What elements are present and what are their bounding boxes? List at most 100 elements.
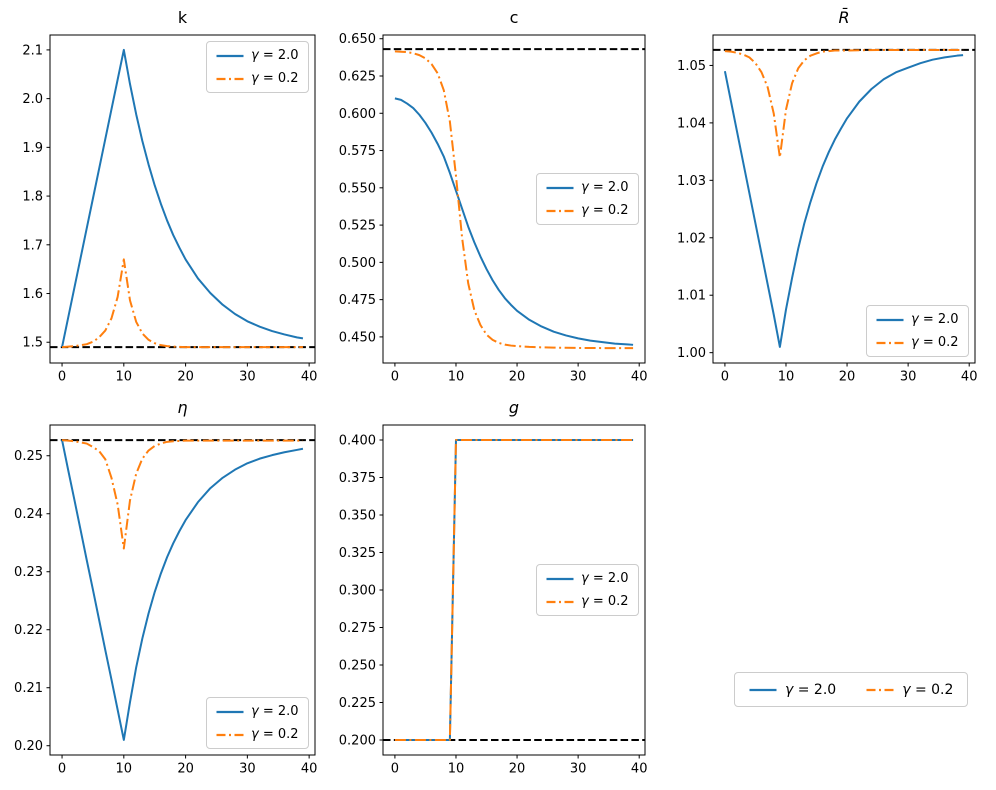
y-tick-label: 2.1	[22, 43, 43, 58]
gamma-symbol: γ	[251, 71, 259, 86]
x-tick-label: 40	[301, 370, 318, 385]
y-tick-label: 1.00	[677, 346, 706, 361]
y-tick-label: 1.02	[677, 231, 706, 246]
legend-entry-gamma-2.0: γ = 2.0	[216, 702, 299, 721]
legend-label: γ = 0.2	[911, 335, 959, 350]
y-tick-label: 0.525	[339, 219, 376, 234]
legend-line-sample-gamma-2.0	[876, 318, 904, 321]
x-tick-label: 30	[239, 762, 256, 777]
legend-line-sample-gamma-2.0	[546, 186, 574, 189]
legend-label-value: = 0.2	[918, 335, 959, 350]
legend-entry-gamma-0.2: γ = 0.2	[546, 201, 629, 220]
y-tick-label: 1.6	[22, 287, 43, 302]
legend-label: γ = 0.2	[581, 203, 629, 218]
series-line-gamma-2.0	[61, 48, 304, 348]
gamma-symbol: γ	[581, 571, 589, 586]
subplot-k-plot-area: 0 10 20 30 40 1.5 1.6 1.7 1.8 1.9 2.0 2.1	[22, 34, 318, 385]
legend-g: γ = 2.0 γ = 0.2	[536, 564, 639, 616]
y-tick-label: 0.25	[14, 449, 43, 464]
legend-entry-gamma-0.2: γ = 0.2	[866, 679, 953, 700]
y-tick-label: 0.650	[339, 32, 376, 47]
subplot-rbar-plot-area: 0 10 20 30 40 1.00 1.01 1.02 1.03 1.04 1.05	[677, 34, 978, 385]
legend-label: γ = 2.0	[581, 180, 629, 195]
y-tick-label: 0.375	[339, 471, 376, 486]
gamma-symbol: γ	[251, 727, 259, 742]
legend-entry-gamma-2.0: γ = 2.0	[216, 46, 299, 65]
x-tick-label: 20	[839, 370, 856, 385]
x-tick-label: 0	[721, 370, 729, 385]
legend-line-sample-gamma-2.0	[546, 577, 574, 580]
legend-label-value: = 0.2	[588, 594, 629, 609]
x-tick-label: 40	[961, 370, 978, 385]
gamma-symbol: γ	[581, 180, 589, 195]
legend-label-value: = 2.0	[258, 704, 299, 719]
subplot-c-plot-area: 0 10 20 30 40 0.450 0.475 0.500 0.525 0.550 0.575 0…	[339, 32, 648, 385]
x-tick-label: 40	[631, 370, 648, 385]
y-tick-label: 0.350	[339, 509, 376, 524]
x-tick-label: 30	[570, 762, 587, 777]
y-tick-label: 0.450	[339, 330, 376, 345]
gamma-symbol: γ	[581, 203, 589, 218]
legend-label: γ = 0.2	[902, 682, 953, 698]
legend-c: γ = 2.0 γ = 0.2	[536, 173, 639, 225]
x-tick-label: 20	[509, 762, 526, 777]
legend-line-sample-gamma-2.0	[749, 688, 777, 691]
y-tick-label: 0.200	[339, 734, 376, 749]
y-tick-label: 0.625	[339, 70, 376, 85]
y-tick-label: 0.400	[339, 434, 376, 449]
legend-line-sample-gamma-2.0	[216, 710, 244, 713]
legend-label: γ = 0.2	[581, 594, 629, 609]
y-tick-label: 1.7	[22, 238, 43, 253]
x-tick-label: 20	[177, 762, 194, 777]
y-tick-label: 1.03	[677, 174, 706, 189]
gamma-symbol: γ	[251, 704, 259, 719]
x-tick-label: 10	[448, 762, 465, 777]
legend-label-value: = 0.2	[588, 203, 629, 218]
y-tick-label: 0.600	[339, 107, 376, 122]
legend-label-value: = 2.0	[588, 180, 629, 195]
legend-entry-gamma-0.2: γ = 0.2	[216, 725, 299, 744]
axes-frame	[49, 424, 316, 756]
y-tick-label: 0.22	[14, 623, 43, 638]
subplot-title-c: c	[509, 8, 519, 27]
x-tick-label: 0	[391, 762, 399, 777]
y-tick-label: 0.300	[339, 584, 376, 599]
subplot-title-rbar: R̄	[838, 8, 850, 27]
axes-frame	[382, 34, 646, 364]
gamma-symbol: γ	[581, 594, 589, 609]
series-line-gamma-2.0	[723, 54, 964, 348]
y-tick-label: 0.475	[339, 293, 376, 308]
series-line-gamma-2.0	[61, 439, 304, 741]
y-tick-label: 1.05	[677, 59, 706, 74]
y-tick-label: 1.9	[22, 141, 43, 156]
x-tick-label: 10	[116, 370, 133, 385]
legend-label-value: = 0.2	[258, 71, 299, 86]
legend-k: γ = 2.0 γ = 0.2	[206, 41, 309, 93]
legend-label: γ = 2.0	[581, 571, 629, 586]
series-line-gamma-0.2	[724, 48, 964, 159]
legend-entry-gamma-0.2: γ = 0.2	[546, 592, 629, 611]
y-tick-label: 0.20	[14, 739, 43, 754]
y-tick-label: 0.21	[14, 681, 43, 696]
legend-label: γ = 2.0	[251, 48, 299, 63]
legend-label-value: = 0.2	[910, 681, 954, 698]
subplot-eta-plot-area: 0 10 20 30 40 0.20 0.21 0.22 0.23 0.24 0.25	[14, 424, 317, 777]
y-tick-label: 0.275	[339, 621, 376, 636]
y-tick-label: 0.250	[339, 659, 376, 674]
legend-label: γ = 2.0	[911, 312, 959, 327]
x-tick-label: 0	[58, 762, 66, 777]
legend-line-sample-gamma-0.2	[216, 733, 244, 736]
legend-label-value: = 2.0	[258, 48, 299, 63]
legend-label: γ = 0.2	[251, 71, 299, 86]
y-tick-label: 0.24	[14, 507, 43, 522]
legend-entry-gamma-0.2: γ = 0.2	[876, 333, 959, 352]
legend-entry-gamma-2.0: γ = 2.0	[546, 178, 629, 197]
axes-frame	[382, 424, 646, 756]
y-tick-label: 1.8	[22, 190, 43, 205]
series-line-gamma-2.0	[394, 97, 634, 346]
y-tick-label: 0.225	[339, 696, 376, 711]
x-tick-label: 30	[900, 370, 917, 385]
legend-line-sample-gamma-0.2	[546, 209, 574, 212]
gamma-symbol: γ	[251, 48, 259, 63]
